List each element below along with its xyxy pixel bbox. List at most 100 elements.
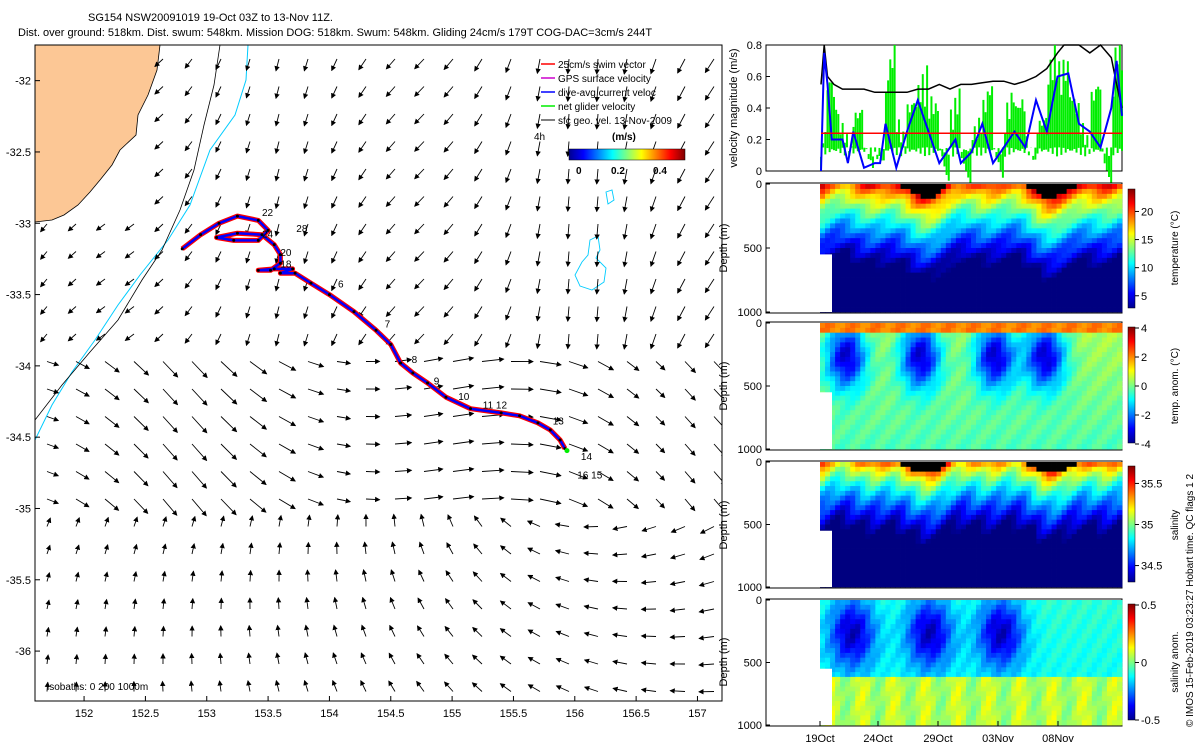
section-cell [925, 390, 932, 397]
section-cell [865, 352, 871, 358]
section-cell [845, 410, 851, 416]
track-point [278, 253, 282, 257]
section-cell [845, 297, 851, 303]
section-cell [1001, 543, 1007, 549]
section-cell [950, 419, 957, 426]
section-cell [875, 262, 881, 269]
section-cell [935, 213, 942, 219]
section-cell [940, 307, 947, 313]
section-cell [971, 347, 977, 353]
section-cell [971, 386, 977, 392]
section-cell [1081, 228, 1088, 234]
section-cell [1096, 248, 1103, 254]
section-cell [1036, 429, 1042, 435]
track-point [389, 342, 393, 346]
section-cell [986, 366, 992, 372]
section-cell [920, 332, 927, 338]
section-cell [835, 471, 841, 477]
velocity-arrow [583, 685, 599, 692]
section-cell [885, 567, 891, 573]
velocity-arrow [336, 470, 352, 476]
section-cell [1081, 434, 1088, 440]
velocity-arrow [594, 86, 600, 103]
section-cell [940, 272, 947, 278]
section-cell [1111, 337, 1118, 343]
section-cell [865, 390, 871, 397]
section-cell [960, 434, 967, 440]
section-cell [1041, 395, 1047, 401]
section-cell [865, 342, 871, 348]
section-cell [930, 332, 937, 338]
velocity-arrow [331, 333, 338, 347]
section-cell [855, 272, 861, 278]
velocity-arrow [565, 333, 571, 350]
section-cell [840, 415, 846, 421]
section-cell [1061, 400, 1068, 406]
velocity-arrow [131, 625, 138, 637]
section-cell [1101, 347, 1108, 353]
section-cell [900, 471, 906, 477]
velocity-arrow [555, 576, 570, 582]
section-cell [915, 323, 922, 329]
section-cell [971, 213, 977, 219]
section-cell [1101, 342, 1108, 348]
section-cell [991, 243, 997, 249]
section-cell [1091, 361, 1098, 368]
section-cell [865, 213, 871, 219]
section-cell [1101, 434, 1108, 440]
section-cell [1006, 352, 1012, 358]
section-cell [870, 381, 876, 387]
section-cell [1036, 213, 1042, 219]
section-cell [996, 347, 1002, 353]
section-cell [960, 297, 967, 303]
section-cell [845, 519, 851, 525]
section-cell [981, 548, 987, 554]
section-cell [920, 198, 927, 205]
section-cell [1001, 376, 1007, 382]
section-cell [950, 292, 957, 298]
map-x-tick-label: 155 [443, 708, 461, 720]
section-cell [955, 466, 962, 473]
section-cell [1031, 371, 1037, 377]
section-cell [1031, 292, 1037, 298]
section-cell [1026, 439, 1032, 445]
section-cell [1036, 292, 1042, 298]
section-cell [1016, 228, 1022, 234]
section-cell [981, 481, 987, 487]
section-cell [1031, 323, 1037, 329]
section-cell [1011, 356, 1017, 363]
velocity-arrow [67, 278, 77, 287]
section-cell [850, 193, 856, 200]
section-cell [1056, 292, 1062, 298]
section-cell [905, 462, 911, 468]
section-cell [1061, 332, 1068, 338]
section-cell [965, 471, 972, 477]
section-cell [971, 238, 977, 244]
section-cell [840, 462, 846, 468]
colorbar-tick-label: 2 [1141, 352, 1147, 364]
section-cell [1001, 371, 1007, 377]
section-cell [870, 188, 876, 195]
section-cell [885, 198, 891, 205]
section-cell [920, 272, 927, 278]
velocity-arrow [274, 223, 280, 237]
section-cell [965, 495, 972, 501]
section-cell [905, 495, 911, 501]
section-cell [825, 228, 831, 234]
section-cell [855, 347, 861, 353]
section-cell [1111, 366, 1118, 372]
section-cell [1096, 198, 1103, 205]
velocity-arrow [45, 571, 51, 582]
velocity-y-ticks: 00.20.40.60.8 [747, 40, 770, 178]
section-cell [1091, 277, 1098, 283]
section-cell [1076, 332, 1083, 338]
section-cell [1101, 424, 1108, 431]
section-cell [845, 337, 851, 343]
section-cell [950, 233, 957, 239]
section-cell [835, 582, 841, 588]
section-cell [996, 252, 1002, 259]
section-cell [950, 203, 957, 210]
section-cell [870, 307, 876, 313]
section-cell [905, 505, 911, 511]
section-cell [905, 188, 911, 195]
